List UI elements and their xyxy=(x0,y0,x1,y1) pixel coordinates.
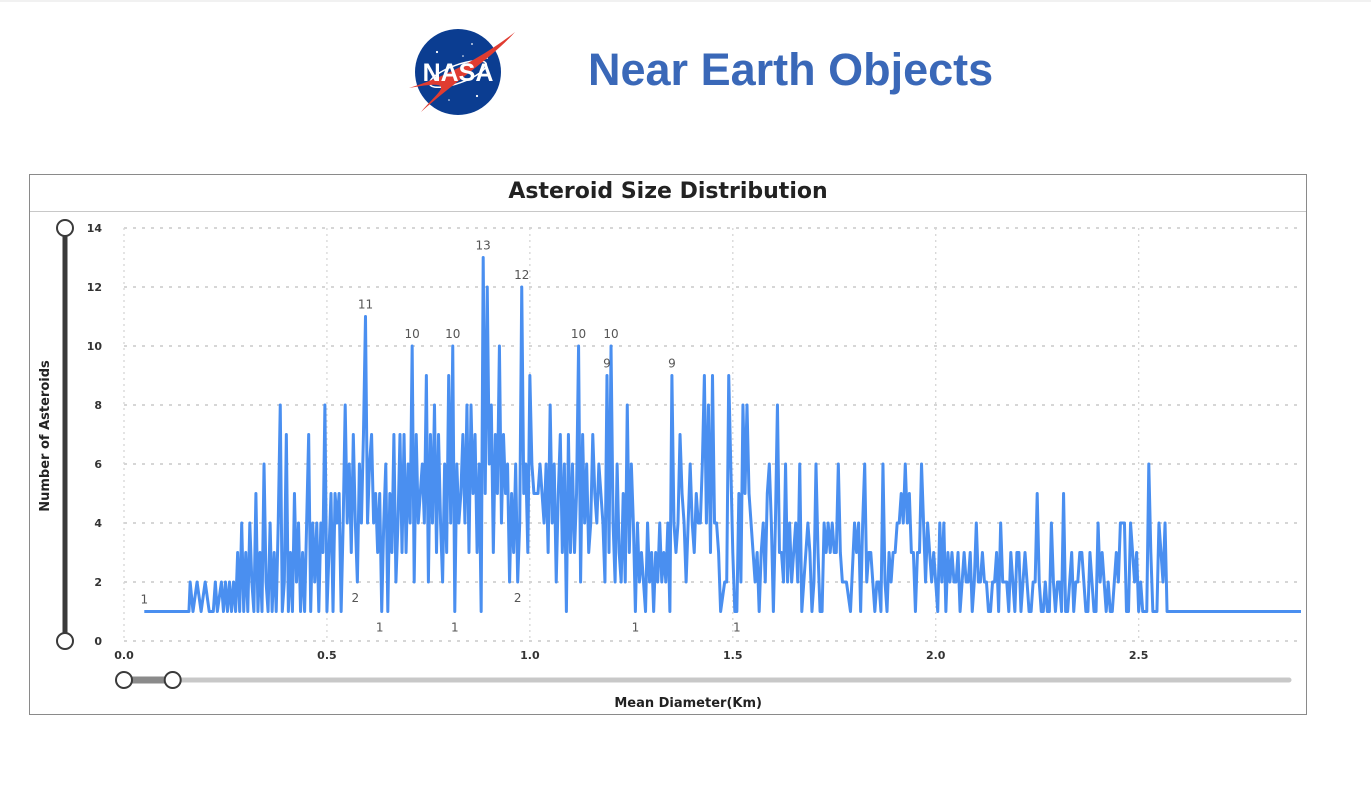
y-tick-label: 14 xyxy=(87,222,103,235)
x-tick-label: 0.0 xyxy=(114,649,134,662)
data-label: 1 xyxy=(632,621,640,635)
data-label: 10 xyxy=(405,327,420,341)
page-title: Near Earth Objects xyxy=(588,44,994,95)
data-label: 1 xyxy=(451,621,459,635)
series-line xyxy=(144,256,1301,613)
chart-panel: Asteroid Size Distribution 0 2 4 6 8 10 12 14 0.… xyxy=(29,174,1307,715)
data-label: 11 xyxy=(358,298,373,312)
x-slider-left-handle[interactable] xyxy=(115,671,133,689)
y-tick-label: 2 xyxy=(94,576,102,589)
chart-title: Asteroid Size Distribution xyxy=(30,175,1306,212)
data-label: 1 xyxy=(376,621,384,635)
y-slider-top-handle[interactable] xyxy=(56,219,74,237)
nasa-logo: NASA xyxy=(407,28,517,116)
data-label: 10 xyxy=(571,327,586,341)
data-label: 2 xyxy=(352,591,360,605)
data-label: 10 xyxy=(603,327,618,341)
y-tick-label: 12 xyxy=(87,281,102,294)
y-tick-label: 4 xyxy=(94,517,102,530)
data-label: 13 xyxy=(476,239,491,253)
data-label: 10 xyxy=(445,327,460,341)
svg-text:NASA: NASA xyxy=(423,59,494,87)
data-label: 1 xyxy=(140,593,148,607)
x-tick-label: 1.0 xyxy=(520,649,540,662)
x-tick-label: 2.0 xyxy=(926,649,946,662)
data-label: 9 xyxy=(603,357,611,371)
x-tick-label: 0.5 xyxy=(317,649,337,662)
x-tick-label: 2.5 xyxy=(1129,649,1149,662)
x-axis-label: Mean Diameter(Km) xyxy=(614,696,762,711)
y-tick-label: 0 xyxy=(94,635,102,648)
x-tick-label: 1.5 xyxy=(723,649,743,662)
y-axis-label: Number of Asteroids xyxy=(38,360,53,512)
x-slider-right-handle[interactable] xyxy=(163,671,182,689)
y-tick-label: 8 xyxy=(94,399,102,412)
data-label: 12 xyxy=(514,268,529,282)
y-slider-bottom-handle[interactable] xyxy=(56,632,74,650)
y-tick-label: 10 xyxy=(87,340,103,353)
top-divider xyxy=(0,0,1371,2)
data-label: 1 xyxy=(733,621,741,635)
y-tick-label: 6 xyxy=(94,458,102,471)
data-label: 9 xyxy=(668,357,676,371)
data-label: 2 xyxy=(514,591,522,605)
